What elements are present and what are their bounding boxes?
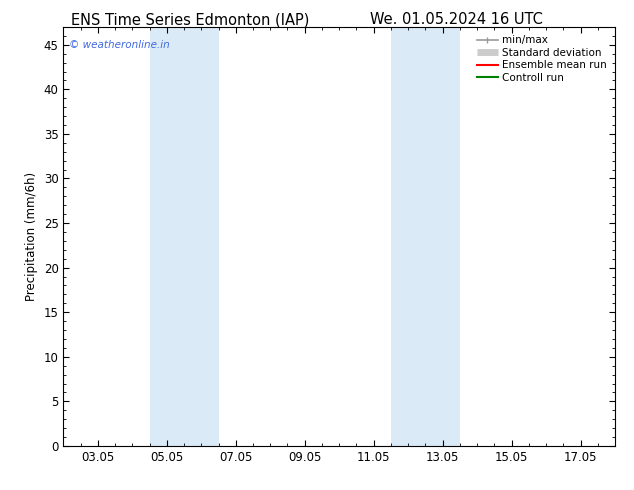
Text: We. 01.05.2024 16 UTC: We. 01.05.2024 16 UTC [370, 12, 543, 27]
Bar [150, 27, 219, 446]
Text: © weatheronline.in: © weatheronline.in [69, 40, 170, 49]
Legend: min/max, Standard deviation, Ensemble mean run, Controll run: min/max, Standard deviation, Ensemble me… [474, 32, 610, 86]
Y-axis label: Precipitation (mm/6h): Precipitation (mm/6h) [25, 172, 38, 301]
Text: ENS Time Series Edmonton (IAP): ENS Time Series Edmonton (IAP) [71, 12, 309, 27]
Bar [391, 27, 460, 446]
